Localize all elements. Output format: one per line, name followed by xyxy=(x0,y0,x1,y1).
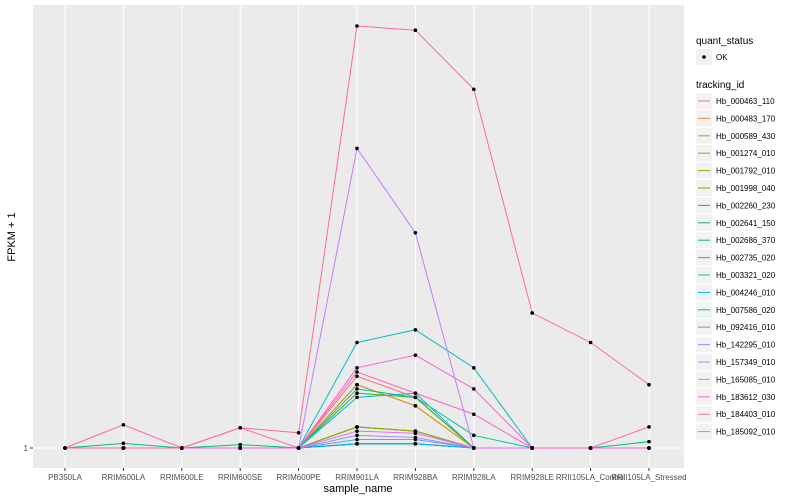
legend-label: Hb_002641_150 xyxy=(716,219,776,228)
data-point xyxy=(472,433,476,438)
x-tick-label: RRIM928BA xyxy=(393,473,438,482)
data-point xyxy=(355,370,359,374)
data-point xyxy=(355,391,359,395)
data-point xyxy=(413,28,418,33)
data-point xyxy=(413,395,418,400)
legend-label: Hb_185092_010 xyxy=(716,428,776,437)
data-point xyxy=(647,439,651,444)
data-point xyxy=(472,87,476,92)
data-point xyxy=(413,391,418,395)
data-point xyxy=(121,441,126,446)
data-point xyxy=(413,353,418,357)
legend-label: Hb_165085_010 xyxy=(716,375,776,384)
data-point xyxy=(530,446,534,450)
data-point xyxy=(647,446,651,450)
legend-label: Hb_002686_370 xyxy=(716,236,776,245)
x-tick-labels: PB350LA RRIM600LA RRIM600LE RRIM600SE RRIM60… xyxy=(48,468,687,482)
legend-label: Hb_002260_230 xyxy=(716,201,776,210)
data-point xyxy=(355,146,359,151)
data-point xyxy=(355,24,359,28)
legend-key-point xyxy=(702,55,706,59)
legend-label: Hb_142295_010 xyxy=(716,341,776,350)
data-point xyxy=(121,446,126,450)
data-point xyxy=(413,441,418,446)
data-point xyxy=(588,446,593,450)
data-point xyxy=(355,374,359,379)
legend-label: Hb_183612_030 xyxy=(716,393,776,402)
data-point xyxy=(296,446,301,450)
legend-label: Hb_000483_170 xyxy=(716,114,776,123)
data-point xyxy=(121,422,126,427)
series-points xyxy=(63,24,651,450)
legend: quant_status tracking_id OK Hb_000463_110… xyxy=(696,36,776,440)
data-point xyxy=(355,382,359,387)
data-point xyxy=(238,425,242,430)
legend-label: Hb_001274_010 xyxy=(716,149,776,158)
x-tick-label: RRII105LA_Control xyxy=(556,473,626,482)
legend-label: Hb_004246_010 xyxy=(716,288,776,297)
data-point xyxy=(472,412,476,417)
data-point xyxy=(472,446,476,450)
data-point xyxy=(355,437,359,442)
data-point xyxy=(413,328,418,332)
data-point xyxy=(530,311,534,315)
legend-label: Hb_003321_020 xyxy=(716,271,776,280)
data-point xyxy=(647,425,651,429)
data-point xyxy=(588,340,593,345)
x-tick-label: RRIM600PE xyxy=(276,473,320,482)
data-point xyxy=(472,366,476,370)
x-tick-label: PB350LA xyxy=(48,473,82,482)
data-point xyxy=(413,404,418,408)
data-point xyxy=(180,446,184,450)
data-point xyxy=(238,442,242,447)
data-point xyxy=(413,435,418,440)
y-axis-title: FPKM + 1 xyxy=(6,212,18,261)
data-point xyxy=(355,433,359,438)
x-axis-title: sample_name xyxy=(323,483,392,495)
data-point xyxy=(413,431,418,436)
legend-label: Hb_092416_010 xyxy=(716,323,776,332)
plot-panel xyxy=(33,5,684,468)
data-point xyxy=(472,387,476,391)
y-tick-labels: 1 xyxy=(24,444,33,453)
legend-label: Hb_157349_010 xyxy=(716,358,776,367)
legend-label: Hb_001998_040 xyxy=(716,184,776,193)
data-point xyxy=(355,429,359,433)
x-tick-label: RRIM600LE xyxy=(160,473,204,482)
x-tick-label: RRIM928LE xyxy=(510,473,554,482)
x-tick-label: RRIM901LA xyxy=(335,473,379,482)
data-point xyxy=(355,387,359,391)
data-point xyxy=(238,446,242,450)
data-point xyxy=(355,441,359,446)
legend-label: Hb_007586_020 xyxy=(716,306,776,315)
x-tick-label: RRII105LA_Stressed xyxy=(611,473,686,482)
x-tick-label: RRIM600SE xyxy=(218,473,262,482)
data-point xyxy=(413,230,418,235)
data-point xyxy=(63,446,67,450)
data-point xyxy=(355,366,359,370)
legend-label-ok: OK xyxy=(716,53,728,62)
data-point xyxy=(647,382,651,387)
x-tick-label: RRIM600LA xyxy=(102,473,146,482)
legend-label: Hb_000589_430 xyxy=(716,132,776,141)
data-point xyxy=(296,431,301,435)
legend-title-tracking-id: tracking_id xyxy=(696,80,744,91)
legend-title-quant-status: quant_status xyxy=(696,36,753,47)
legend-label: Hb_001792_010 xyxy=(716,167,776,176)
legend-label: Hb_002735_020 xyxy=(716,254,776,263)
legend-label: Hb_000463_110 xyxy=(716,97,775,106)
y-tick-label: 1 xyxy=(24,444,29,453)
data-point xyxy=(355,395,359,400)
data-point xyxy=(355,340,359,345)
data-point xyxy=(355,425,359,429)
x-tick-label: RRIM928LA xyxy=(452,473,496,482)
legend-label: Hb_184403_010 xyxy=(716,410,776,419)
